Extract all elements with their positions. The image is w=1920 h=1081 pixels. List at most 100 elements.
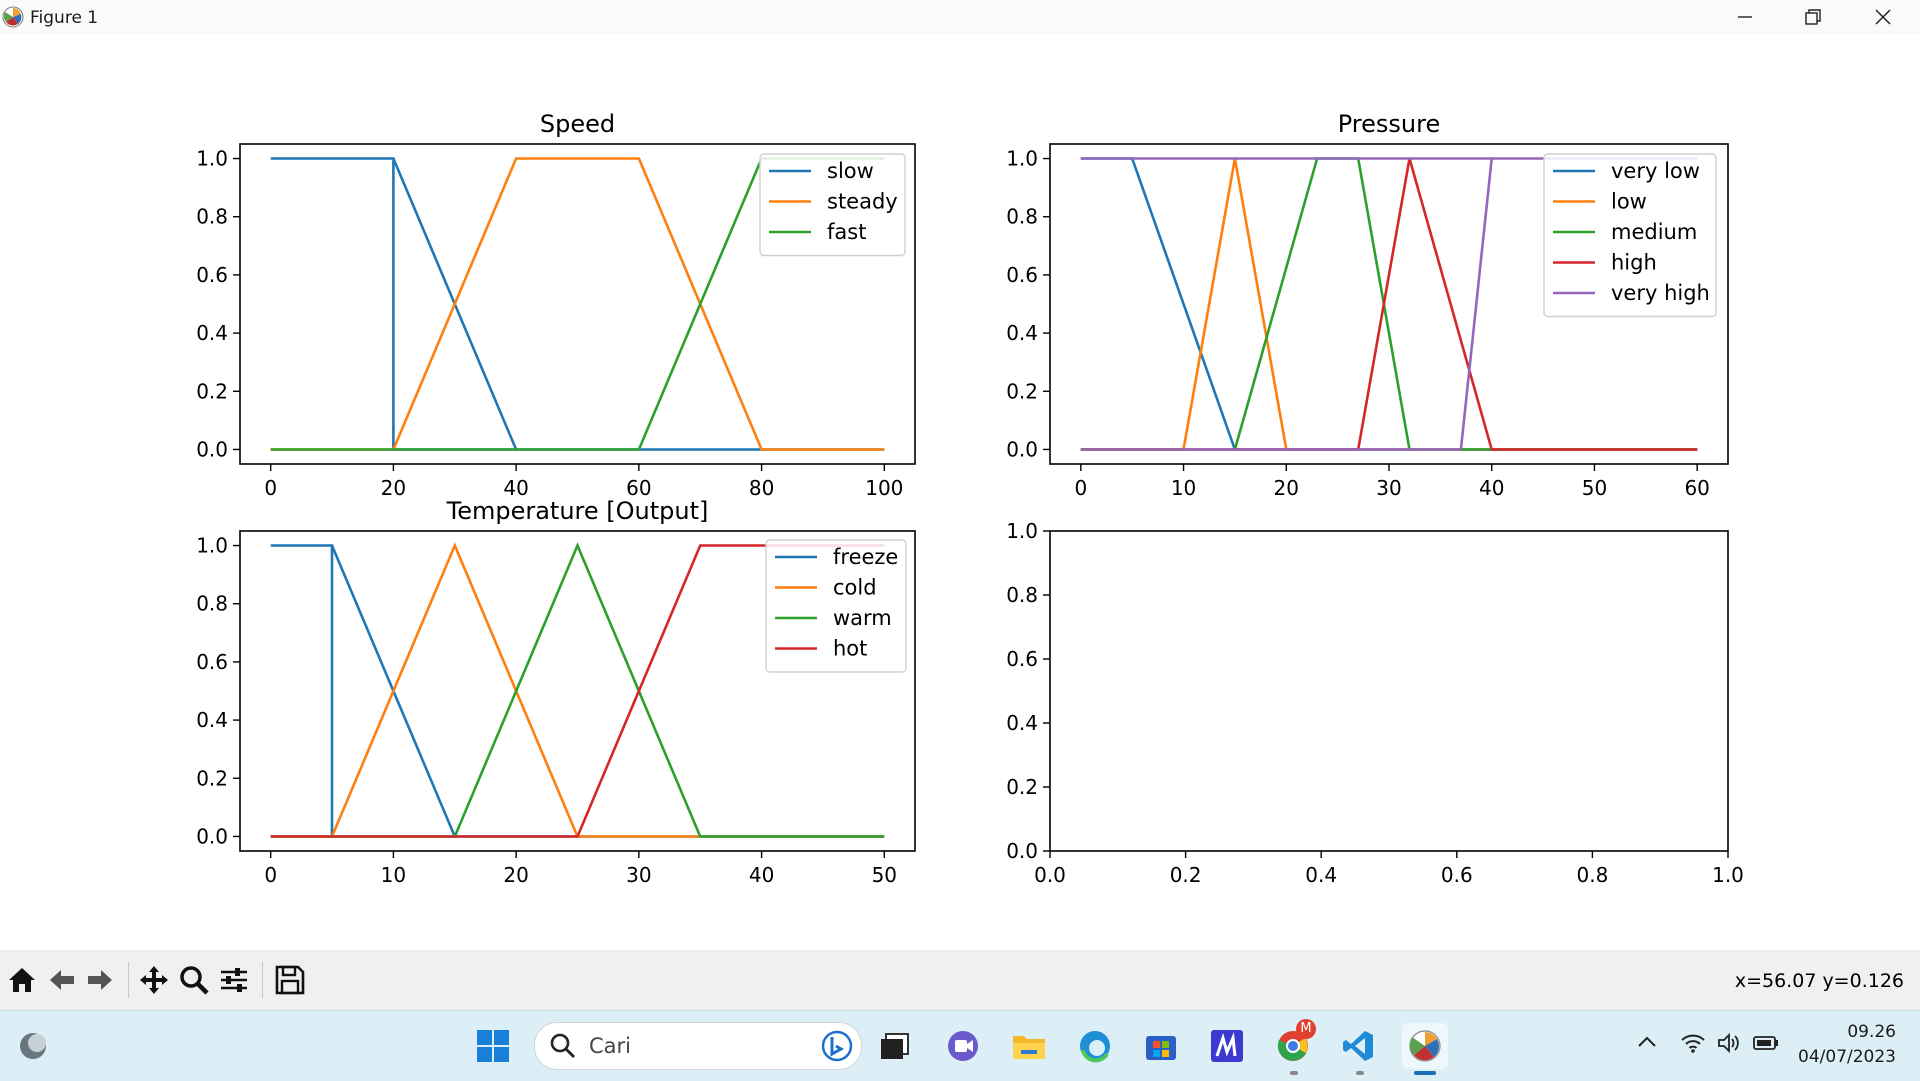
edge-button[interactable]: [1072, 1023, 1118, 1069]
matplotlib-icon: [1409, 1030, 1441, 1062]
weather-widget-icon: [20, 1033, 46, 1059]
vscode-button[interactable]: [1336, 1023, 1382, 1069]
wifi-status[interactable]: [1680, 1031, 1706, 1059]
battery-status[interactable]: [1752, 1031, 1780, 1059]
x-tick-label: 30: [1376, 476, 1401, 500]
show-hidden-icons-button[interactable]: [1636, 1031, 1658, 1057]
matplotlib-button[interactable]: [1402, 1023, 1448, 1069]
x-tick-label: 20: [503, 863, 528, 887]
search-icon: [550, 1033, 575, 1058]
running-indicator: [1356, 1071, 1364, 1075]
legend-label: very high: [1611, 281, 1710, 305]
battery-icon: [1753, 1036, 1778, 1050]
legend-box: [759, 153, 906, 257]
x-tick-label: 40: [749, 863, 774, 887]
x-tick-label: 0.6: [1441, 863, 1473, 887]
search-placeholder: Cari: [589, 1034, 631, 1058]
volume-status[interactable]: [1716, 1031, 1742, 1059]
save-button[interactable]: [272, 962, 308, 998]
axes-frame: [239, 143, 916, 465]
back-button[interactable]: [44, 962, 80, 998]
y-tick-label: 0.0: [1006, 839, 1038, 863]
configure-subplots-button[interactable]: [216, 962, 252, 998]
y-tick-label: 0.6: [196, 650, 228, 674]
forward-button[interactable]: [82, 962, 118, 998]
legend-label: hot: [833, 637, 867, 661]
y-tick-label: 1.0: [1006, 519, 1038, 543]
toolbar-separator: [128, 962, 129, 998]
y-tick-label: 0.8: [1006, 205, 1038, 229]
legend-label: fast: [827, 220, 866, 244]
y-tick-label: 0.0: [1006, 437, 1038, 461]
y-tick-label: 0.2: [1006, 379, 1038, 403]
y-tick-label: 0.4: [1006, 321, 1038, 345]
x-tick-label: 50: [872, 863, 897, 887]
chevron-up-icon: [1638, 1036, 1656, 1047]
x-tick-label: 60: [1684, 476, 1709, 500]
legend-label: medium: [1611, 220, 1697, 244]
x-tick-label: 0: [264, 863, 277, 887]
chrome-profile-badge: M: [1296, 1019, 1316, 1039]
y-tick-label: 1.0: [1006, 147, 1038, 171]
x-tick-label: 0.0: [1034, 863, 1066, 887]
task-view-button[interactable]: [872, 1023, 918, 1069]
close-button[interactable]: [1848, 0, 1918, 34]
y-tick-label: 0.4: [196, 708, 228, 732]
axes-frame: [239, 530, 916, 852]
taskbar: Cari: [0, 1010, 1920, 1081]
speaker-icon: [1718, 1032, 1739, 1054]
clock-time: 09.26: [1847, 1022, 1896, 1042]
x-tick-label: 20: [381, 476, 406, 500]
legend: freeze cold warm hot: [765, 539, 907, 673]
y-tick-label: 0.6: [1006, 263, 1038, 287]
legend: slow steady fast: [759, 153, 906, 257]
file-explorer-button[interactable]: [1006, 1023, 1052, 1069]
clock-date: 04/07/2023: [1798, 1047, 1896, 1067]
x-tick-label: 20: [1274, 476, 1299, 500]
figure-plots: 0 20 40 60 80 1000.00.20.40.60.81.0Speedslows…: [196, 110, 1744, 887]
bing-icon[interactable]: [821, 1030, 853, 1062]
y-tick-label: 0.2: [196, 379, 228, 403]
x-tick-label: 60: [626, 476, 651, 500]
minimize-icon: [1738, 16, 1752, 18]
pan-button[interactable]: [136, 962, 172, 998]
x-tick-label: 0.4: [1305, 863, 1337, 887]
mathcha-button[interactable]: [1204, 1023, 1250, 1069]
subplot-3: 0 10 20 30 40 50 0.0 0.2 0.4 0.6 0.8 1.0 Temperature…: [196, 497, 916, 887]
arrow-right-icon: [88, 970, 112, 990]
subplot-4: 0.0 0.2 0.4 0.6 0.8 1.0 0.0 0.2 0.4 0.6 0.8 1.0: [1006, 519, 1744, 887]
x-tick-label: 50: [1582, 476, 1607, 500]
edge-icon: [1080, 1031, 1110, 1063]
toolbar-separator: [262, 962, 263, 998]
taskbar-search[interactable]: Cari: [534, 1022, 862, 1070]
zoom-button[interactable]: [176, 962, 212, 998]
y-tick-label: 0.4: [196, 321, 228, 345]
x-tick-label: 100: [865, 476, 903, 500]
store-button[interactable]: [1138, 1023, 1184, 1069]
chrome-button[interactable]: M: [1270, 1019, 1316, 1069]
meet-button[interactable]: [940, 1023, 986, 1069]
x-tick-label: 0: [1074, 476, 1087, 500]
clock[interactable]: 09.26 04/07/2023: [1798, 1020, 1896, 1070]
legend-label: slow: [827, 159, 874, 183]
navigation-toolbar: x=56.07 y=0.126: [0, 950, 1920, 1010]
y-tick-label: 1.0: [196, 147, 228, 171]
x-tick-label: 0.2: [1170, 863, 1202, 887]
wifi-icon: [1681, 1034, 1705, 1053]
file-explorer-icon: [1013, 1036, 1045, 1059]
start-button[interactable]: [470, 1023, 516, 1069]
home-button[interactable]: [4, 962, 40, 998]
figure-canvas[interactable]: 0 20 40 60 80 100 0.0 0.2 0.4 0.6 0.8 1.0 Speed slow s…: [0, 34, 1920, 950]
restore-button[interactable]: [1778, 0, 1848, 34]
y-tick-label: 1.0: [196, 534, 228, 558]
y-tick-label: 0.4: [1006, 711, 1038, 735]
mathcha-icon: [1211, 1030, 1243, 1062]
cursor-coordinates: x=56.07 y=0.126: [1734, 970, 1904, 992]
y-tick-label: 0.6: [196, 263, 228, 287]
move-icon: [140, 966, 168, 994]
widgets-button[interactable]: [10, 1023, 56, 1069]
legend: very low low medium high very high: [1543, 153, 1717, 318]
task-view-icon: [881, 1033, 909, 1059]
x-tick-label: 40: [503, 476, 528, 500]
minimize-button[interactable]: [1710, 0, 1780, 34]
